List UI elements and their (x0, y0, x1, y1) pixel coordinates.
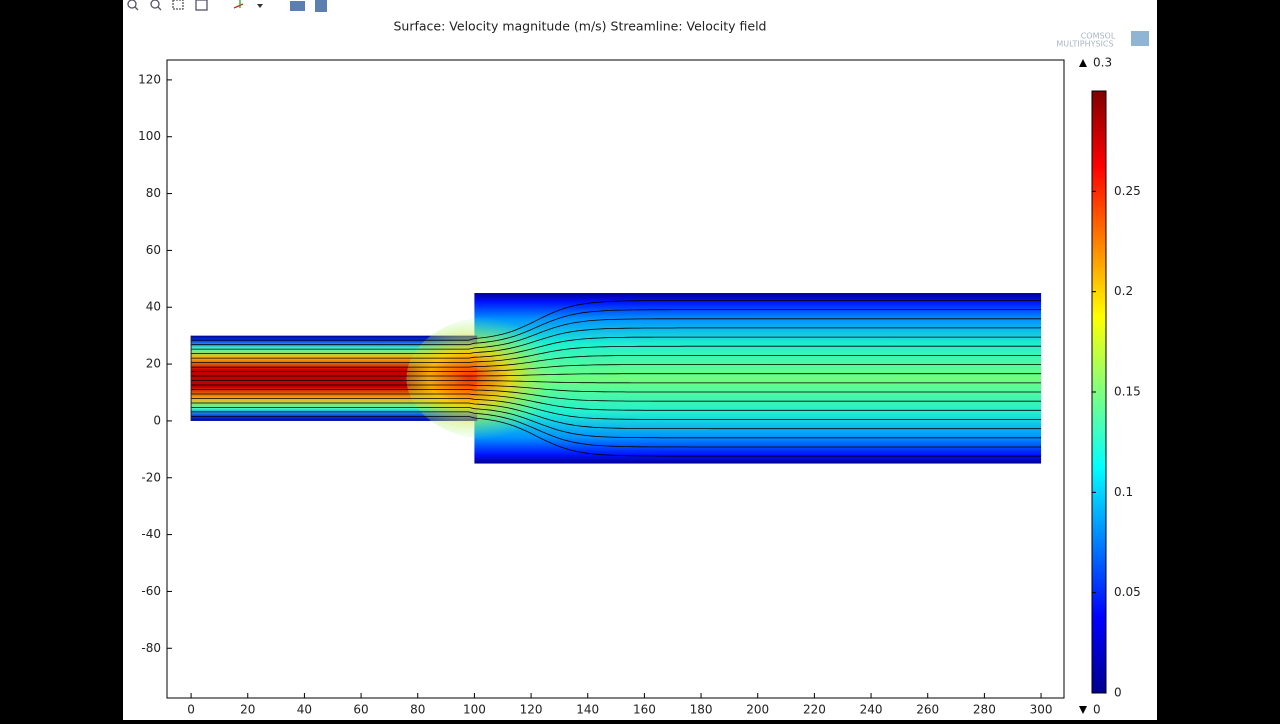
y-tick-label: 80 (146, 186, 161, 200)
x-tick-label: 200 (746, 703, 769, 717)
x-tick-label: 280 (973, 703, 996, 717)
velocity-field (190, 293, 1042, 464)
streamline (191, 300, 1042, 341)
streamline (191, 380, 1042, 384)
print-button[interactable] (315, 0, 327, 12)
plot-title: Surface: Velocity magnitude (m/s) Stream… (394, 19, 767, 34)
streamline (191, 407, 1042, 439)
plot-frame (166, 59, 1065, 699)
max-marker (1079, 59, 1087, 67)
zoom-out-button[interactable] (150, 0, 162, 11)
x-tick-label: 300 (1030, 703, 1053, 717)
y-tick-label: -40 (141, 527, 161, 541)
y-tick-label: 100 (138, 129, 161, 143)
streamline (191, 398, 1042, 420)
x-tick-label: 80 (410, 703, 425, 717)
jet-plume (406, 315, 588, 441)
x-tick-label: 100 (463, 703, 486, 717)
streamline (191, 393, 1042, 411)
colorbar-tick-label: 0.1 (1114, 485, 1133, 499)
logo-text: MULTIPHYSICS (1056, 40, 1113, 49)
streamline (191, 411, 1042, 448)
streamline (191, 416, 1042, 457)
x-tick-label: 40 (297, 703, 312, 717)
x-tick-label: 140 (576, 703, 599, 717)
y-tick-label: 120 (138, 72, 161, 86)
streamline (191, 318, 1042, 350)
y-tick-label: -80 (141, 641, 161, 655)
x-tick-label: 180 (690, 703, 713, 717)
streamline (191, 364, 1042, 372)
colorbar-tick-label: 0.25 (1114, 184, 1141, 198)
colorbar-tick-label: 0.05 (1114, 585, 1141, 599)
snapshot-button[interactable] (290, 1, 305, 11)
x-tick-label: 60 (353, 703, 368, 717)
streamline (191, 355, 1042, 368)
streamline (191, 336, 1042, 359)
x-tick-label: 20 (240, 703, 255, 717)
colorbar-tick-label: 0.15 (1114, 385, 1141, 399)
streamline (191, 309, 1042, 346)
streamline (191, 389, 1042, 402)
y-tick-label: 0 (153, 413, 161, 427)
y-tick-label: 40 (146, 300, 161, 314)
colorbar-max: 0.3 (1093, 56, 1112, 70)
colorbar-tick-label: 0.2 (1114, 284, 1133, 298)
y-tick-label: -60 (141, 584, 161, 598)
y-tick-label: -20 (141, 470, 161, 484)
min-marker (1079, 706, 1087, 714)
axis-button[interactable] (233, 0, 263, 9)
zoom-box-button[interactable] (172, 0, 184, 10)
y-tick-label: 20 (146, 357, 161, 371)
x-tick-label: 260 (916, 703, 939, 717)
x-tick-label: 240 (860, 703, 883, 717)
zoom-extents-button[interactable] (195, 0, 208, 11)
logo-icon (1131, 31, 1149, 46)
streamline (191, 373, 1042, 377)
streamline (191, 384, 1042, 393)
x-tick-label: 160 (633, 703, 656, 717)
y-tick-label: 60 (146, 243, 161, 257)
zoom-in-button[interactable] (127, 0, 139, 11)
x-tick-label: 0 (187, 703, 195, 717)
logo-text: COMSOL (1081, 32, 1116, 41)
streamline (191, 402, 1042, 430)
x-tick-label: 120 (520, 703, 543, 717)
streamline (191, 327, 1042, 354)
colorbar-tick-label: 0 (1114, 686, 1122, 700)
colorbar-min: 0 (1093, 703, 1101, 717)
x-tick-label: 220 (803, 703, 826, 717)
streamline (191, 345, 1042, 363)
